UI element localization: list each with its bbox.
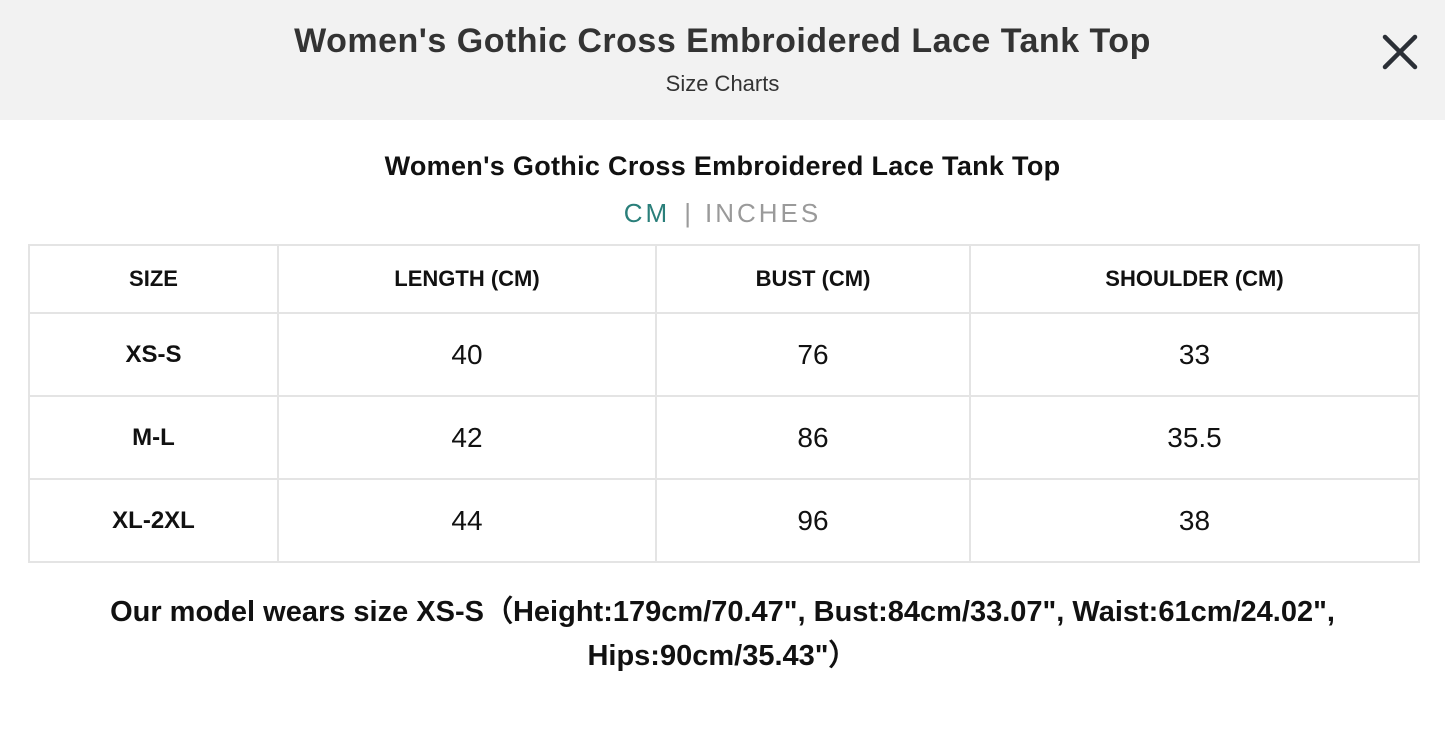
unit-cm-tab[interactable]: CM [623,198,671,228]
modal-title: Women's Gothic Cross Embroidered Lace Ta… [294,22,1151,60]
column-header-size: SIZE [28,244,279,314]
shoulder-cell: 35.5 [969,395,1420,480]
table-row: XS-S 40 76 33 [28,312,1420,397]
length-cell: 42 [277,395,657,480]
modal-subtitle: Size Charts [665,71,780,96]
column-header-bust: BUST (CM) [655,244,971,314]
table-row: M-L 42 86 35.5 [28,395,1420,480]
unit-separator: | [684,198,691,228]
product-title: Women's Gothic Cross Embroidered Lace Ta… [384,151,1061,181]
bust-cell: 96 [655,478,971,563]
model-size-note: Our model wears size XS-S（Height:179cm/7… [110,596,1335,672]
size-cell: XS-S [28,312,279,397]
unit-inches-tab[interactable]: INCHES [704,198,822,228]
size-cell: M-L [28,395,279,480]
shoulder-cell: 33 [969,312,1420,397]
bust-cell: 76 [655,312,971,397]
column-header-shoulder: SHOULDER (CM) [969,244,1420,314]
column-header-length: LENGTH (CM) [277,244,657,314]
close-icon [1382,34,1418,70]
unit-toggle: CM | INCHES [0,198,1445,229]
table-header-row: SIZE LENGTH (CM) BUST (CM) SHOULDER (CM) [28,244,1420,314]
bust-cell: 86 [655,395,971,480]
length-cell: 40 [277,312,657,397]
table-row: XL-2XL 44 96 38 [28,478,1420,563]
close-button[interactable] [1376,28,1424,76]
size-chart-table: SIZE LENGTH (CM) BUST (CM) SHOULDER (CM)… [28,244,1420,563]
modal-header: Women's Gothic Cross Embroidered Lace Ta… [0,0,1445,120]
length-cell: 44 [277,478,657,563]
shoulder-cell: 38 [969,478,1420,563]
size-cell: XL-2XL [28,478,279,563]
